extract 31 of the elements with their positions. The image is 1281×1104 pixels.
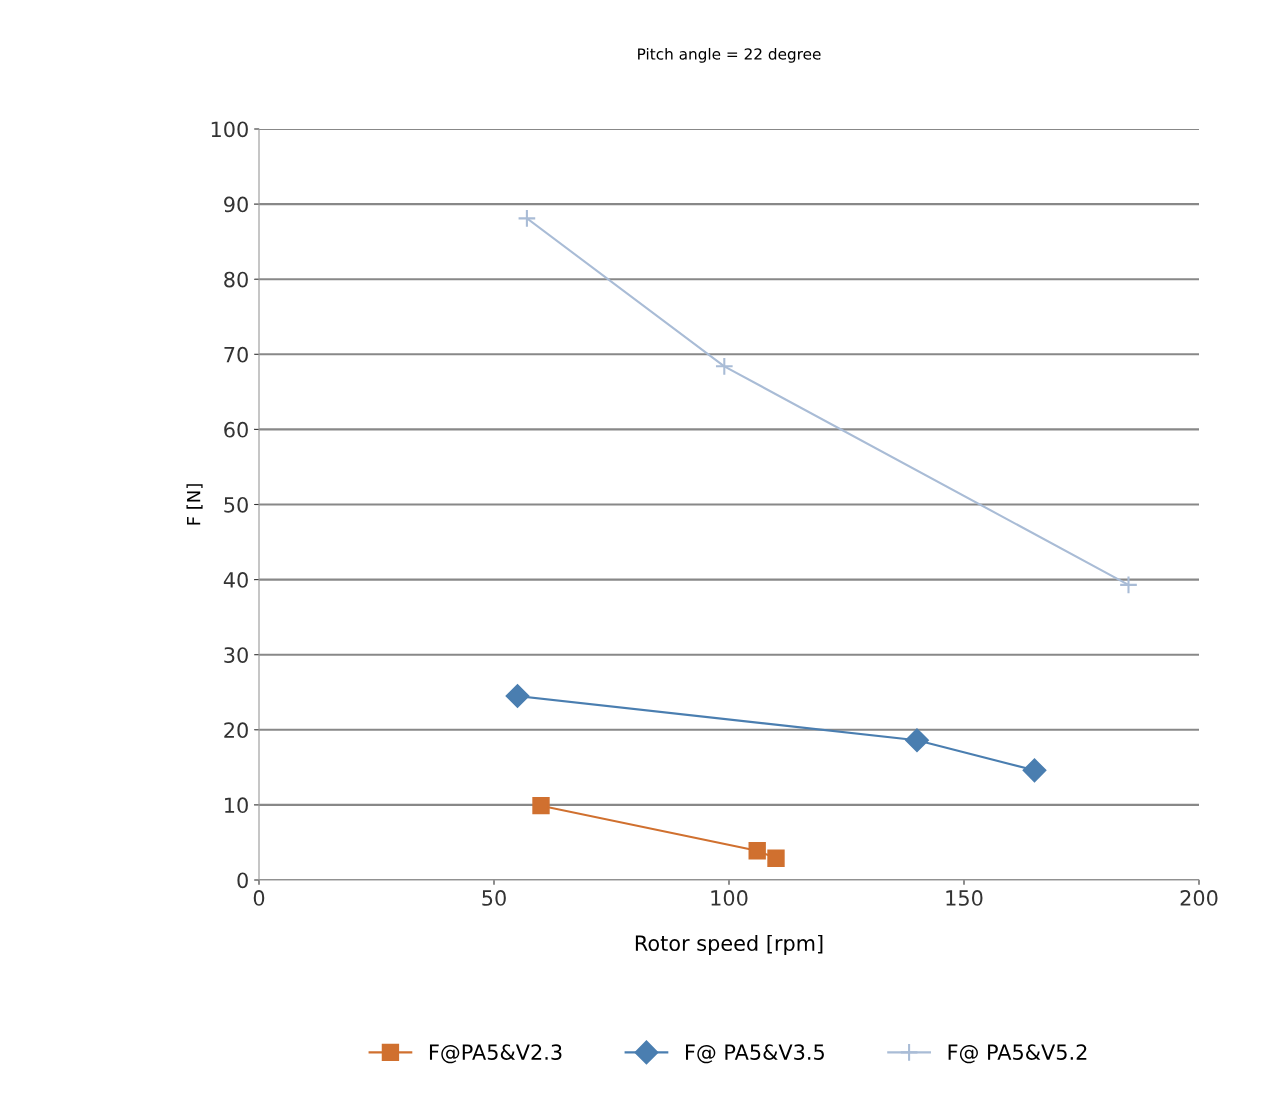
y-axis-title: F [N] bbox=[186, 484, 203, 525]
y-tick-label: 40 bbox=[223, 572, 248, 588]
x-tick-label: 200 bbox=[1180, 890, 1218, 906]
y-tick-label: 100 bbox=[211, 121, 248, 138]
x-tick-label: 0 bbox=[253, 890, 265, 906]
point bbox=[532, 796, 550, 815]
x-tick-label: 100 bbox=[711, 890, 748, 906]
chart-title: Pitch angle = 22 degree bbox=[638, 47, 821, 63]
y-tick-label: 80 bbox=[224, 271, 248, 288]
point bbox=[714, 356, 734, 376]
y-tick-label: 50 bbox=[224, 496, 248, 513]
legend-label: F@PA5&V2.3 bbox=[429, 1044, 562, 1064]
point bbox=[1022, 758, 1047, 783]
y-tick-label: 90 bbox=[224, 196, 248, 213]
point bbox=[1119, 575, 1138, 595]
legend-label: F@ PA5&V3.5 bbox=[686, 1044, 824, 1064]
y-tick-label: 0 bbox=[237, 872, 248, 889]
x-tick-label: 150 bbox=[946, 890, 983, 906]
point bbox=[905, 728, 929, 753]
x-tick-label: 50 bbox=[482, 890, 506, 906]
x-axis-title: Rotor speed [rpm] bbox=[635, 934, 823, 956]
legend-label: F@ PA5&V5.2 bbox=[948, 1044, 1087, 1064]
y-tick-label: 70 bbox=[224, 346, 248, 363]
point bbox=[505, 684, 530, 708]
point bbox=[517, 209, 537, 228]
point bbox=[748, 842, 766, 860]
y-tick-label: 20 bbox=[224, 722, 248, 739]
y-tick-label: 60 bbox=[224, 421, 248, 438]
y-tick-label: 10 bbox=[225, 797, 248, 814]
y-tick-label: 30 bbox=[224, 647, 248, 663]
point bbox=[767, 849, 785, 867]
